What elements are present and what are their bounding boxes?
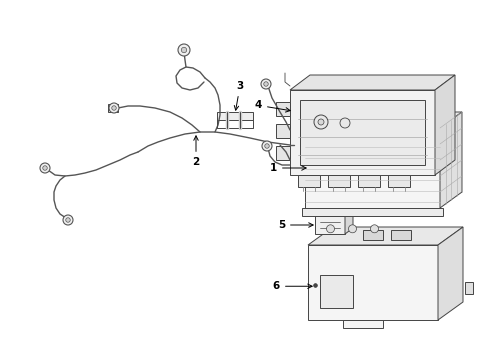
Polygon shape	[275, 102, 289, 116]
Circle shape	[65, 218, 70, 222]
Circle shape	[317, 119, 324, 125]
Polygon shape	[297, 175, 319, 187]
Text: 2: 2	[192, 136, 199, 167]
Circle shape	[112, 106, 116, 110]
Circle shape	[264, 144, 269, 148]
Circle shape	[109, 103, 119, 113]
Polygon shape	[437, 227, 462, 320]
Polygon shape	[307, 245, 437, 320]
Polygon shape	[307, 227, 462, 245]
Polygon shape	[108, 104, 118, 112]
Text: 1: 1	[269, 163, 305, 173]
Circle shape	[348, 225, 356, 233]
Circle shape	[42, 166, 47, 170]
Circle shape	[178, 44, 190, 56]
Circle shape	[313, 115, 327, 129]
Circle shape	[370, 225, 378, 233]
Circle shape	[40, 163, 50, 173]
Circle shape	[263, 82, 268, 86]
Polygon shape	[275, 146, 289, 160]
Polygon shape	[275, 124, 289, 138]
Polygon shape	[342, 320, 382, 328]
Polygon shape	[439, 112, 461, 208]
Polygon shape	[289, 75, 454, 90]
Polygon shape	[314, 210, 352, 216]
Circle shape	[326, 225, 334, 233]
Polygon shape	[305, 128, 439, 208]
Polygon shape	[434, 75, 454, 175]
Polygon shape	[314, 216, 345, 234]
Circle shape	[261, 79, 270, 89]
Circle shape	[262, 141, 271, 151]
Circle shape	[339, 118, 349, 128]
Polygon shape	[302, 208, 442, 216]
Polygon shape	[390, 230, 410, 240]
Polygon shape	[289, 90, 434, 175]
Polygon shape	[357, 175, 379, 187]
Polygon shape	[299, 100, 424, 165]
Polygon shape	[345, 210, 352, 234]
Polygon shape	[464, 282, 472, 294]
Text: 4: 4	[254, 100, 289, 112]
Polygon shape	[319, 275, 352, 308]
Polygon shape	[305, 112, 461, 128]
Text: 5: 5	[277, 220, 312, 230]
Polygon shape	[217, 112, 252, 120]
Text: 3: 3	[234, 81, 243, 110]
Circle shape	[181, 47, 186, 53]
Polygon shape	[327, 175, 349, 187]
Polygon shape	[387, 175, 409, 187]
Circle shape	[63, 215, 73, 225]
Polygon shape	[362, 230, 382, 240]
Text: 6: 6	[272, 281, 311, 291]
